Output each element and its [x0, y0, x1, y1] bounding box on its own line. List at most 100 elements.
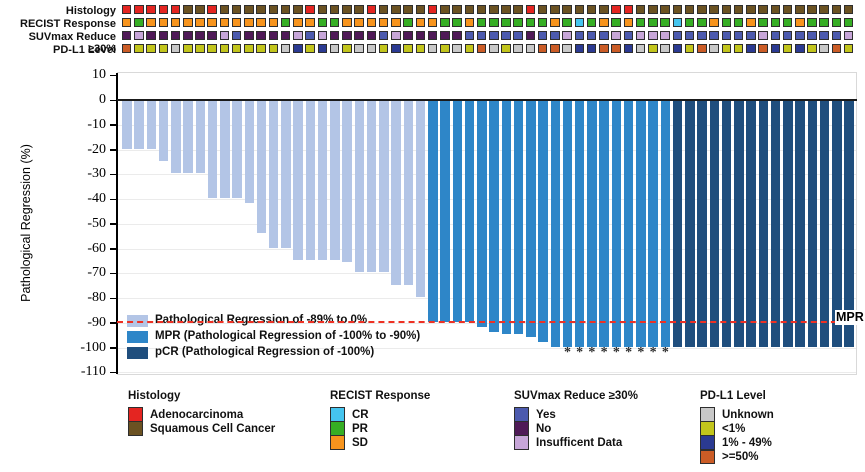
- track-cell: [207, 17, 217, 27]
- legend-swatch-PR: [330, 421, 345, 436]
- bar: [538, 101, 548, 342]
- legend-item-label: Yes: [536, 408, 556, 421]
- track-cell: [452, 30, 462, 40]
- legend-swatch-A: [128, 407, 143, 422]
- track-cell: [121, 17, 132, 27]
- legend-swatch-H: [700, 449, 715, 465]
- track-cell: [672, 43, 683, 53]
- asterisk: *: [600, 345, 608, 360]
- bar: [844, 101, 854, 347]
- track-cell: [464, 17, 475, 27]
- track-cell: [403, 4, 413, 14]
- track-cell: [427, 17, 438, 27]
- track-cell: [170, 17, 181, 27]
- track-cell: [317, 4, 328, 14]
- track-cell: [819, 17, 829, 27]
- zero-baseline: [117, 99, 857, 102]
- track-cell: [807, 30, 817, 40]
- track-cell: [280, 4, 291, 14]
- track-cell: [427, 4, 438, 14]
- track-cell: [795, 17, 805, 27]
- bar: [709, 101, 720, 347]
- track-cell: [709, 30, 719, 40]
- track-cell: [195, 30, 205, 40]
- track-cell: [807, 43, 817, 53]
- legend-label-reg: Pathological Regression of -89% to 0%: [155, 314, 368, 326]
- bar: [195, 101, 206, 174]
- legend-swatch-Y: [514, 407, 529, 422]
- track-cell: [293, 17, 303, 27]
- track-cell: [562, 30, 572, 40]
- track-cell: [256, 17, 266, 27]
- track-label-pdl1: PD-L1 Level: [53, 44, 116, 56]
- track-cell: [733, 17, 744, 27]
- legend-swatch-reg: [127, 315, 148, 327]
- bar: [452, 101, 463, 322]
- track-cell: [268, 30, 279, 40]
- track-cell: [831, 30, 842, 40]
- track-cell: [782, 43, 793, 53]
- bar: [391, 101, 401, 285]
- track-cell: [121, 30, 132, 40]
- legend-item-label: Insufficent Data: [536, 436, 623, 449]
- bar: [366, 101, 377, 273]
- track-cell: [391, 17, 401, 27]
- track-cell: [158, 4, 169, 14]
- track-cell: [709, 17, 719, 27]
- track-cell: [599, 30, 609, 40]
- track-cell: [305, 17, 315, 27]
- y-tick: [110, 322, 116, 324]
- asterisk: *: [612, 345, 620, 360]
- track-cell: [513, 30, 523, 40]
- bar: [464, 101, 475, 322]
- track-cell: [599, 4, 609, 14]
- bar: [562, 101, 573, 347]
- track-cell: [134, 30, 144, 40]
- track-cell: [489, 30, 499, 40]
- y-tick-label: -70: [87, 265, 106, 281]
- track-cell: [366, 4, 377, 14]
- bar: [685, 101, 695, 347]
- track-cell: [709, 43, 719, 53]
- legend-item-label: SD: [352, 436, 368, 449]
- asterisk: *: [588, 345, 596, 360]
- track-cell: [464, 30, 475, 40]
- bar: [795, 101, 805, 347]
- track-cell: [746, 30, 756, 40]
- track-cell: [293, 43, 303, 53]
- track-cell: [746, 4, 756, 14]
- track-cell: [378, 30, 389, 40]
- track-cell: [256, 43, 266, 53]
- y-tick-label: -50: [87, 215, 106, 231]
- track-cell: [231, 43, 242, 53]
- legend-swatch-pcr: [127, 347, 148, 359]
- legend-item-label: Unknown: [722, 408, 774, 421]
- legend-item-label: PR: [352, 422, 368, 435]
- track-cell: [489, 43, 499, 53]
- legend-item-label: CR: [352, 408, 369, 421]
- y-tick: [110, 371, 116, 374]
- track-cell: [427, 43, 438, 53]
- legend-swatch-mpr: [127, 331, 148, 343]
- legend-title: PD-L1 Level: [700, 390, 766, 402]
- track-cell: [660, 17, 670, 27]
- asterisk: *: [625, 345, 633, 360]
- track-cell: [268, 4, 279, 14]
- bar: [268, 101, 279, 248]
- track-cell: [195, 4, 205, 14]
- bar: [183, 101, 193, 174]
- track-cell: [329, 43, 340, 53]
- track-cell: [525, 30, 536, 40]
- track-cell: [342, 43, 352, 53]
- track-cell: [170, 30, 181, 40]
- bar: [342, 101, 352, 263]
- bar: [550, 101, 560, 347]
- bar: [403, 101, 414, 285]
- track-cell: [623, 30, 634, 40]
- track-cell: [476, 4, 487, 14]
- bar: [721, 101, 732, 347]
- track-cell: [121, 43, 132, 53]
- track-cell: [746, 17, 756, 27]
- track-cell: [354, 17, 364, 27]
- track-cell: [795, 4, 805, 14]
